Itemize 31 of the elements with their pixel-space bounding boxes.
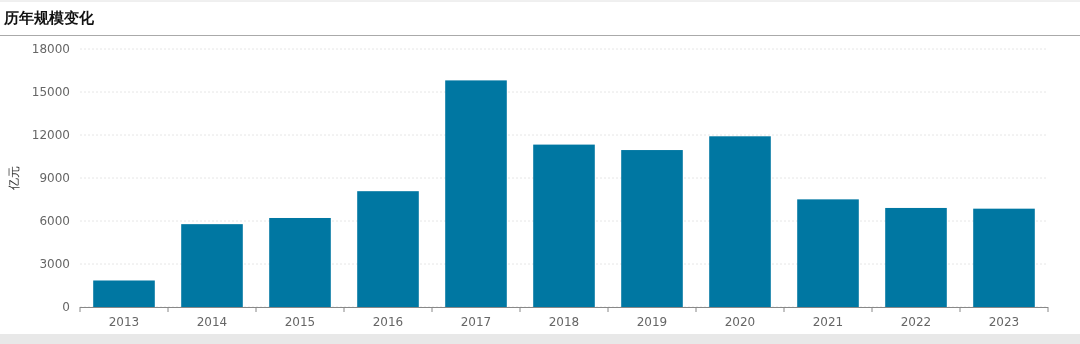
bar bbox=[973, 208, 1035, 307]
y-tick-label: 12000 bbox=[31, 128, 70, 142]
y-tick-label: 3000 bbox=[39, 257, 70, 271]
y-axis-title: 亿元 bbox=[7, 166, 21, 191]
chart-title: 历年规模变化 bbox=[3, 9, 95, 27]
bar bbox=[797, 199, 859, 307]
x-tick-label: 2016 bbox=[372, 315, 404, 329]
bar bbox=[885, 207, 947, 307]
bar bbox=[357, 191, 419, 307]
y-tick-label: 0 bbox=[62, 300, 70, 314]
y-tick-label: 9000 bbox=[39, 171, 70, 185]
y-tick-label: 15000 bbox=[31, 85, 70, 99]
x-tick-label: 2019 bbox=[636, 315, 668, 329]
bar bbox=[533, 144, 595, 307]
y-tick-label: 18000 bbox=[31, 42, 70, 56]
x-tick-label: 2023 bbox=[988, 315, 1020, 329]
bar bbox=[621, 150, 683, 307]
x-tick-label: 2020 bbox=[724, 315, 756, 329]
bar bbox=[269, 217, 331, 307]
x-tick-label: 2014 bbox=[196, 315, 228, 329]
x-tick-label: 2013 bbox=[108, 315, 140, 329]
bar bbox=[445, 80, 507, 307]
x-tick-label: 2021 bbox=[812, 315, 844, 329]
x-tick-label: 2015 bbox=[284, 315, 316, 329]
bar bbox=[181, 224, 243, 307]
bar bbox=[93, 280, 155, 307]
x-tick-label: 2022 bbox=[900, 315, 932, 329]
x-tick-label: 2018 bbox=[548, 315, 580, 329]
bar bbox=[709, 136, 771, 307]
y-tick-label: 6000 bbox=[39, 214, 70, 228]
x-tick-label: 2017 bbox=[460, 315, 492, 329]
